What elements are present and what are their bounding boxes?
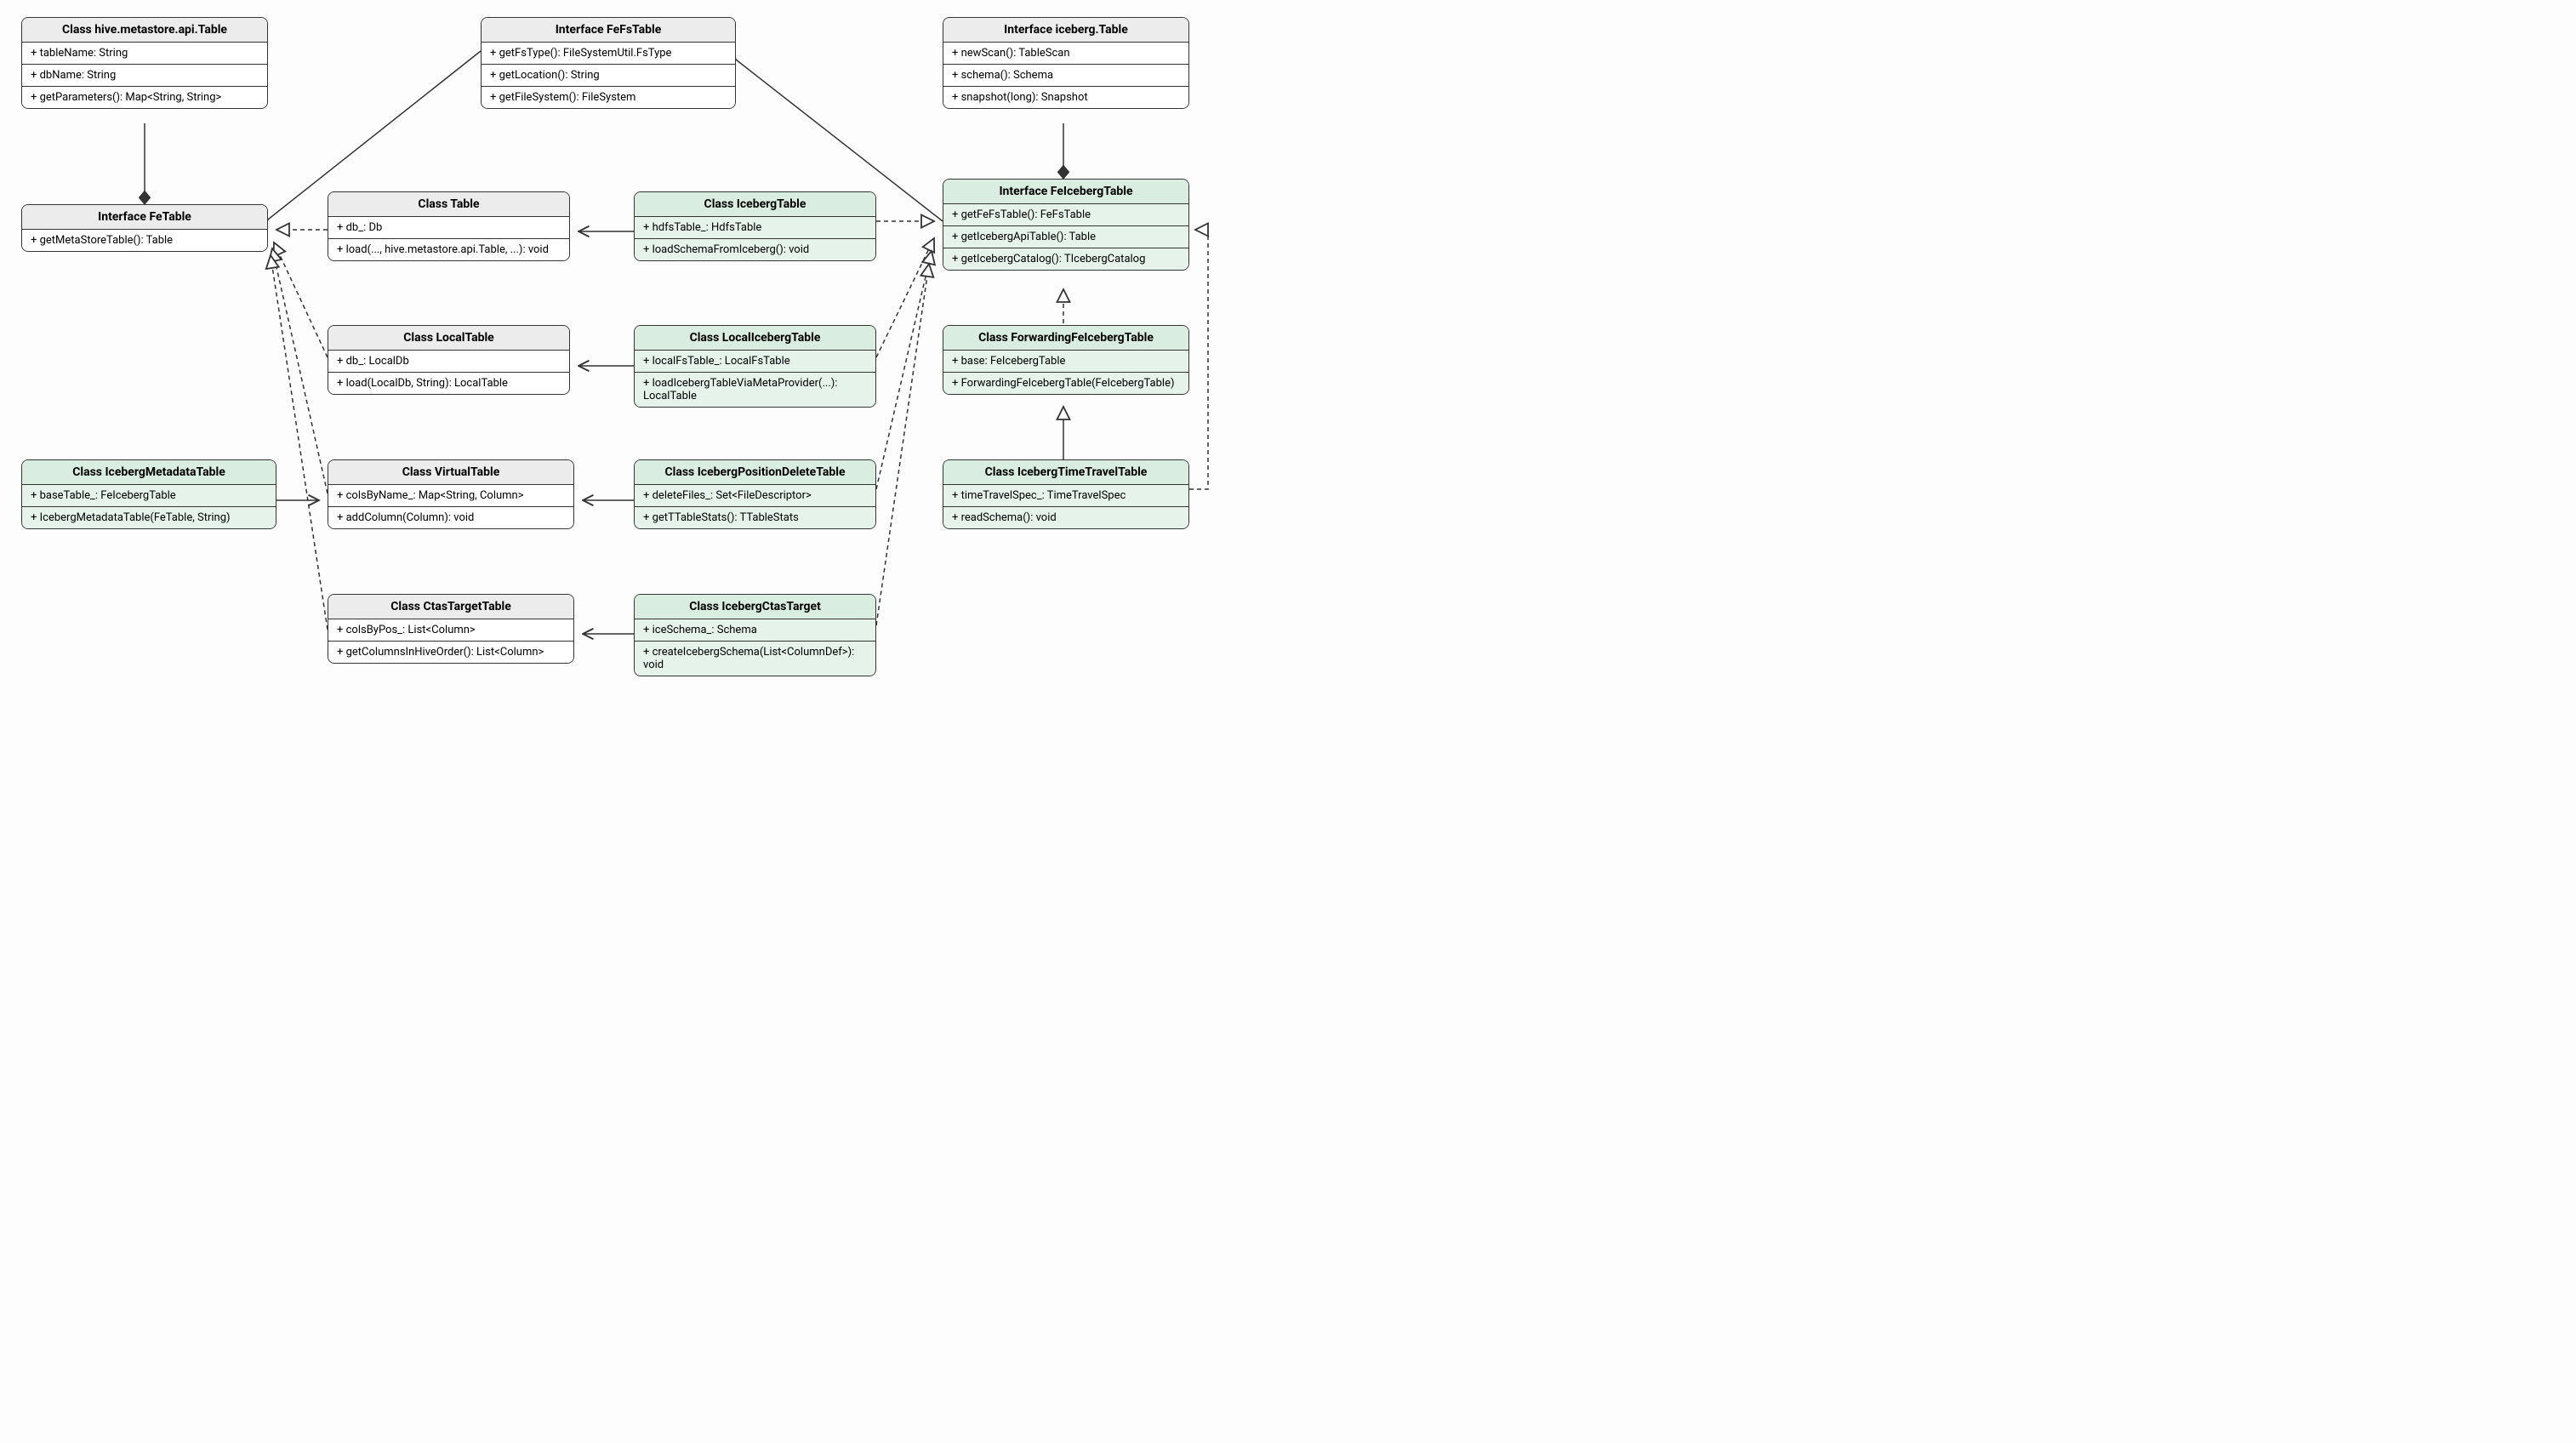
uml-member: + loadSchemaFromIceberg(): void xyxy=(635,239,875,260)
uml-member: + getIcebergApiTable(): Table xyxy=(943,226,1188,248)
uml-member: + localFsTable_: LocalFsTable xyxy=(635,351,875,373)
uml-title: Interface FeTable xyxy=(22,205,267,230)
uml-member: + colsByPos_: List<Column> xyxy=(328,619,573,642)
uml-box-feFsTable: Interface FeFsTable+ getFsType(): FileSy… xyxy=(481,17,736,109)
uml-box-icebergPosDeleteTable: Class IcebergPositionDeleteTable+ delete… xyxy=(634,459,876,529)
uml-member: + iceSchema_: Schema xyxy=(635,619,875,642)
uml-member: + loadIcebergTableViaMetaProvider(...): … xyxy=(635,373,875,407)
edge-icebergCtasTarget-to-feIcebergTable xyxy=(876,264,929,625)
uml-member: + readSchema(): void xyxy=(943,507,1188,528)
uml-member: + getFeFsTable(): FeFsTable xyxy=(943,204,1188,226)
uml-box-classTable: Class Table+ db_: Db+ load(..., hive.met… xyxy=(328,191,570,261)
uml-member: + deleteFiles_: Set<FileDescriptor> xyxy=(635,485,875,507)
uml-member: + createIcebergSchema(List<ColumnDef>): … xyxy=(635,642,875,676)
uml-member: + baseTable_: FeIcebergTable xyxy=(22,485,276,507)
uml-title: Class Table xyxy=(328,192,569,217)
uml-title: Class IcebergMetadataTable xyxy=(22,460,276,485)
uml-member: + schema(): Schema xyxy=(943,65,1188,87)
uml-box-icebergCtasTarget: Class IcebergCtasTarget+ iceSchema_: Sch… xyxy=(634,594,876,676)
uml-member: + getColumnsInHiveOrder(): List<Column> xyxy=(328,642,573,663)
uml-member: + getTTableStats(): TTableStats xyxy=(635,507,875,528)
uml-box-ctasTargetTable: Class CtasTargetTable+ colsByPos_: List<… xyxy=(328,594,574,664)
uml-member: + tableName: String xyxy=(22,43,267,65)
uml-title: Class IcebergTable xyxy=(635,192,875,217)
uml-member: + getLocation(): String xyxy=(482,65,735,87)
uml-box-localTable: Class LocalTable+ db_: LocalDb+ load(Loc… xyxy=(328,325,570,395)
uml-box-icebergTable: Interface iceberg.Table+ newScan(): Tabl… xyxy=(943,17,1189,109)
uml-box-hiveTable: Class hive.metastore.api.Table+ tableNam… xyxy=(21,17,268,109)
uml-member: + db_: Db xyxy=(328,217,569,239)
uml-member: + dbName: String xyxy=(22,65,267,87)
uml-member: + getParameters(): Map<String, String> xyxy=(22,87,267,108)
uml-box-virtualTable: Class VirtualTable+ colsByName_: Map<Str… xyxy=(328,459,574,529)
uml-title: Class IcebergPositionDeleteTable xyxy=(635,460,875,485)
uml-member: + snapshot(long): Snapshot xyxy=(943,87,1188,108)
uml-box-icebergTimeTravelTable: Class IcebergTimeTravelTable+ timeTravel… xyxy=(943,459,1189,529)
uml-title: Class hive.metastore.api.Table xyxy=(22,18,267,43)
uml-title: Class LocalTable xyxy=(328,326,569,351)
edge-icebergPosDeleteTable-to-feIcebergTable xyxy=(876,251,932,489)
uml-box-feIcebergTable: Interface FeIcebergTable+ getFeFsTable()… xyxy=(943,179,1189,271)
uml-member: + getFsType(): FileSystemUtil.FsType xyxy=(482,43,735,65)
uml-box-feTable: Interface FeTable+ getMetaStoreTable(): … xyxy=(21,204,268,252)
uml-title: Class LocalIcebergTable xyxy=(635,326,875,351)
uml-member: + IcebergMetadataTable(FeTable, String) xyxy=(22,507,276,528)
uml-member: + load(..., hive.metastore.api.Table, ..… xyxy=(328,239,569,260)
uml-member: + getIcebergCatalog(): TIcebergCatalog xyxy=(943,248,1188,270)
uml-member: + base: FeIcebergTable xyxy=(943,351,1188,373)
uml-member: + getMetaStoreTable(): Table xyxy=(22,230,267,251)
uml-title: Class IcebergCtasTarget xyxy=(635,595,875,619)
edge-ctasTargetTable-to-feTable xyxy=(271,255,328,630)
uml-member: + hdfsTable_: HdfsTable xyxy=(635,217,875,239)
uml-box-localIcebergTable: Class LocalIcebergTable+ localFsTable_: … xyxy=(634,325,876,408)
uml-title: Class IcebergTimeTravelTable xyxy=(943,460,1188,485)
uml-member: + getFileSystem(): FileSystem xyxy=(482,87,735,108)
uml-member: + timeTravelSpec_: TimeTravelSpec xyxy=(943,485,1188,507)
edge-localIcebergTable-to-feIcebergTable xyxy=(876,238,934,357)
edge-virtualTable-to-feTable xyxy=(272,248,328,493)
uml-member: + ForwardingFeIcebergTable(FeIcebergTabl… xyxy=(943,373,1188,394)
uml-title: Interface iceberg.Table xyxy=(943,18,1188,43)
uml-title: Class ForwardingFeIcebergTable xyxy=(943,326,1188,351)
uml-box-icebergMetadataTable: Class IcebergMetadataTable+ baseTable_: … xyxy=(21,459,276,529)
edge-localTable-to-feTable xyxy=(274,242,328,357)
uml-title: Interface FeIcebergTable xyxy=(943,180,1188,204)
uml-member: + db_: LocalDb xyxy=(328,351,569,373)
uml-title: Interface FeFsTable xyxy=(482,18,735,43)
uml-member: + newScan(): TableScan xyxy=(943,43,1188,65)
edge-icebergTimeTravelTable-to-feIcebergTable xyxy=(1189,230,1208,489)
uml-title: Class VirtualTable xyxy=(328,460,573,485)
uml-title: Class CtasTargetTable xyxy=(328,595,573,619)
uml-box-forwardingFeIcebergTable: Class ForwardingFeIcebergTable+ base: Fe… xyxy=(943,325,1189,395)
uml-box-classIcebergTable: Class IcebergTable+ hdfsTable_: HdfsTabl… xyxy=(634,191,876,261)
uml-member: + load(LocalDb, String): LocalTable xyxy=(328,373,569,394)
uml-member: + addColumn(Column): void xyxy=(328,507,573,528)
uml-member: + colsByName_: Map<String, Column> xyxy=(328,485,573,507)
